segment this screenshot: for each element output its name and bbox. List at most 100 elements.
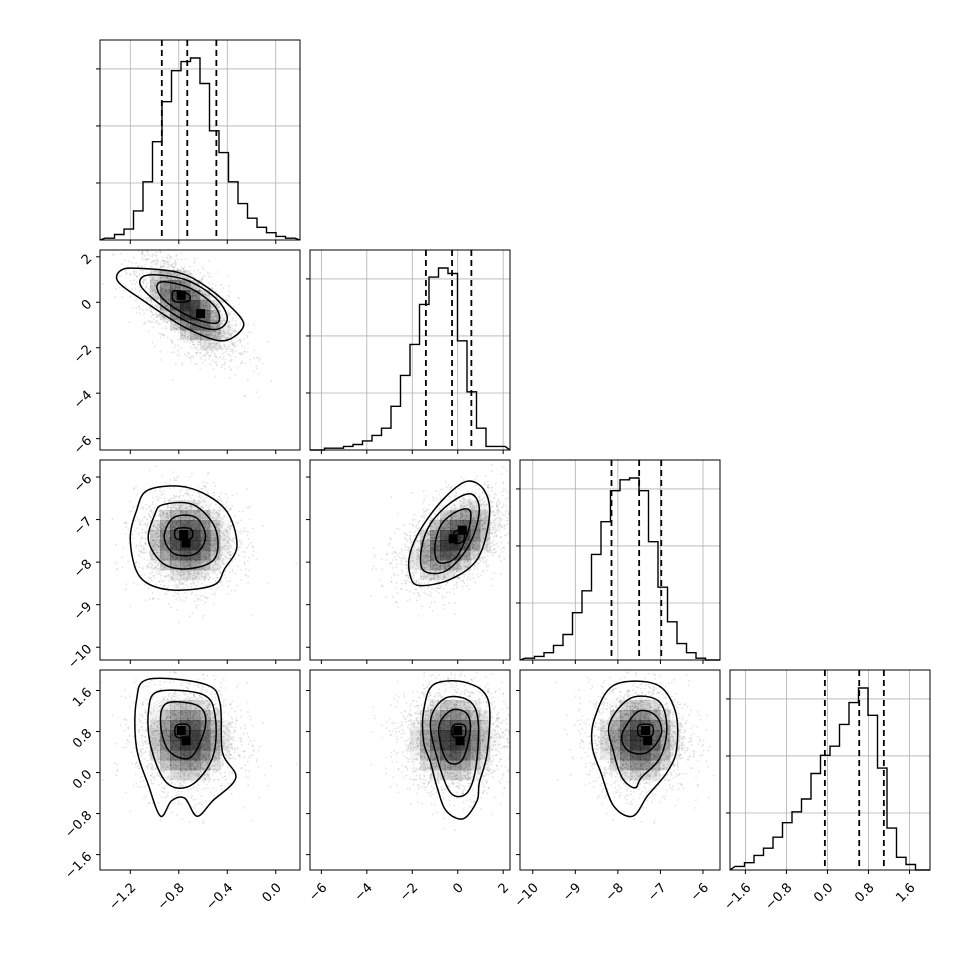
scatter-point xyxy=(212,533,215,536)
scatter-point xyxy=(443,513,446,516)
scatter-point xyxy=(176,508,179,511)
scatter-point xyxy=(209,343,211,346)
scatter-point xyxy=(159,350,162,353)
density-bin xyxy=(170,520,181,531)
scatter-point xyxy=(216,512,219,515)
density-bin xyxy=(210,330,221,341)
scatter-point xyxy=(200,574,203,577)
scatter-point xyxy=(163,559,166,562)
scatter-point xyxy=(165,534,168,536)
scatter-point xyxy=(148,514,150,516)
scatter-point xyxy=(227,525,230,528)
scatter-point xyxy=(190,573,193,575)
scatter-point xyxy=(215,542,218,544)
scatter-point xyxy=(171,503,173,506)
scatter-point xyxy=(200,506,203,509)
scatter-point xyxy=(266,340,269,343)
scatter-point xyxy=(173,266,176,269)
scatter-point xyxy=(143,583,146,586)
scatter-point xyxy=(164,246,166,248)
scatter-point xyxy=(164,290,167,293)
scatter-point xyxy=(150,301,153,303)
scatter-point xyxy=(190,568,193,571)
scatter-point xyxy=(205,340,208,343)
scatter-point xyxy=(208,342,211,345)
scatter-point xyxy=(196,502,198,505)
scatter-point xyxy=(170,264,173,267)
scatter-point xyxy=(152,326,155,329)
scatter-point xyxy=(203,566,206,569)
scatter-point xyxy=(136,493,138,496)
scatter-point xyxy=(168,288,171,291)
scatter-point xyxy=(144,263,147,266)
scatter-point xyxy=(167,500,170,503)
scatter-point xyxy=(476,515,479,518)
scatter-point xyxy=(246,379,249,382)
scatter-point xyxy=(215,542,218,545)
scatter-point xyxy=(223,503,225,506)
density-bin xyxy=(150,280,161,291)
scatter-point xyxy=(141,566,144,569)
scatter-point xyxy=(185,510,187,513)
scatter-point xyxy=(170,520,173,523)
scatter-point xyxy=(187,351,189,354)
scatter-point xyxy=(237,297,240,299)
scatter-point xyxy=(220,517,222,520)
scatter-point xyxy=(157,237,159,239)
scatter-point xyxy=(239,338,242,341)
scatter-point xyxy=(163,283,166,286)
scatter-point xyxy=(182,282,185,285)
scatter-point xyxy=(229,334,232,337)
scatter-point xyxy=(167,307,170,310)
scatter-point xyxy=(168,313,171,316)
scatter-point xyxy=(184,265,186,268)
scatter-point xyxy=(199,497,202,500)
scatter-point xyxy=(202,333,205,336)
scatter-point xyxy=(446,527,449,530)
scatter-point xyxy=(207,578,210,581)
scatter-point xyxy=(182,512,185,515)
scatter-point xyxy=(156,563,159,566)
scatter-point xyxy=(188,517,191,520)
scatter-point xyxy=(182,582,185,585)
scatter-point xyxy=(422,571,425,574)
scatter-point xyxy=(219,331,222,334)
scatter-point xyxy=(486,545,488,548)
scatter-point xyxy=(142,567,144,570)
scatter-point xyxy=(146,296,149,299)
scatter-point xyxy=(182,267,185,270)
scatter-point xyxy=(180,258,183,261)
scatter-point xyxy=(176,243,178,245)
scatter-point xyxy=(159,551,162,554)
scatter-point xyxy=(238,546,241,549)
scatter-point xyxy=(151,503,154,506)
scatter-point xyxy=(170,561,173,564)
scatter-point xyxy=(474,540,477,543)
scatter-point xyxy=(204,524,207,527)
scatter-point xyxy=(175,274,178,277)
scatter-point xyxy=(179,494,182,497)
scatter-point xyxy=(156,260,158,263)
scatter-point xyxy=(177,326,180,329)
scatter-point xyxy=(178,507,180,510)
scatter-point xyxy=(178,496,181,499)
scatter-point xyxy=(431,609,434,612)
scatter-point xyxy=(189,283,192,286)
scatter-point xyxy=(194,295,197,297)
scatter-point xyxy=(215,304,218,307)
density-bin xyxy=(150,300,161,311)
scatter-point xyxy=(200,280,203,283)
scatter-point xyxy=(193,600,196,603)
scatter-point xyxy=(185,579,188,582)
scatter-point xyxy=(164,526,166,529)
scatter-point xyxy=(178,525,181,528)
scatter-point xyxy=(195,512,197,515)
scatter-point xyxy=(164,279,167,282)
scatter-point xyxy=(172,266,175,269)
scatter-point xyxy=(185,596,188,599)
scatter-point xyxy=(209,296,212,299)
scatter-point xyxy=(228,347,231,350)
scatter-point xyxy=(257,372,260,375)
scatter-point xyxy=(231,571,234,573)
scatter-point xyxy=(158,538,161,541)
